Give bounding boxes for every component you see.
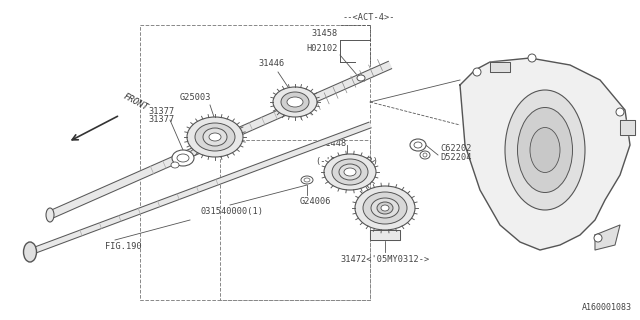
Ellipse shape [171,162,179,168]
Ellipse shape [355,186,415,230]
Ellipse shape [518,108,573,193]
Text: --<ACT-4>-: --<ACT-4>- [342,13,394,22]
Ellipse shape [301,176,313,184]
Ellipse shape [304,178,310,182]
Ellipse shape [203,128,227,146]
Ellipse shape [423,153,427,157]
Text: 31458: 31458 [312,29,338,38]
Ellipse shape [420,151,430,159]
Ellipse shape [195,123,235,151]
Ellipse shape [187,117,243,157]
Ellipse shape [344,168,356,176]
Text: G24006: G24006 [300,197,332,206]
Ellipse shape [594,234,602,242]
Ellipse shape [24,242,36,262]
Polygon shape [490,62,510,72]
Text: (-'04MY0403): (-'04MY0403) [315,157,378,166]
Polygon shape [49,61,392,219]
Polygon shape [370,230,400,240]
Ellipse shape [339,164,361,180]
Ellipse shape [46,208,54,222]
Text: 31472<'05MY0312->: 31472<'05MY0312-> [340,255,429,264]
Text: 31448: 31448 [320,139,346,148]
Text: H02102: H02102 [307,44,338,53]
Ellipse shape [357,75,365,81]
Text: D52204: D52204 [440,153,472,162]
Text: FIG.190: FIG.190 [105,242,141,251]
Text: A160001083: A160001083 [582,303,632,312]
Ellipse shape [281,92,309,112]
Text: C62202: C62202 [440,143,472,153]
Ellipse shape [528,54,536,62]
Ellipse shape [363,192,407,224]
Ellipse shape [177,154,189,162]
Text: G25003: G25003 [180,93,211,102]
Text: 31446: 31446 [258,59,284,68]
Ellipse shape [414,142,422,148]
Polygon shape [595,225,620,250]
Text: FRONT: FRONT [122,92,150,112]
Polygon shape [620,120,635,135]
Ellipse shape [530,127,560,172]
Ellipse shape [377,202,393,214]
Ellipse shape [332,159,368,185]
Ellipse shape [410,139,426,151]
Ellipse shape [209,133,221,141]
Polygon shape [460,58,630,250]
Ellipse shape [505,90,585,210]
Ellipse shape [381,205,389,211]
Polygon shape [29,122,371,255]
Ellipse shape [616,108,624,116]
Ellipse shape [273,87,317,117]
Text: 31377: 31377 [148,115,174,124]
Ellipse shape [324,154,376,190]
Text: 031540000(1): 031540000(1) [200,207,263,216]
Ellipse shape [473,68,481,76]
Ellipse shape [371,198,399,218]
Text: 31377: 31377 [148,107,174,116]
Ellipse shape [287,97,303,107]
Ellipse shape [172,150,194,166]
